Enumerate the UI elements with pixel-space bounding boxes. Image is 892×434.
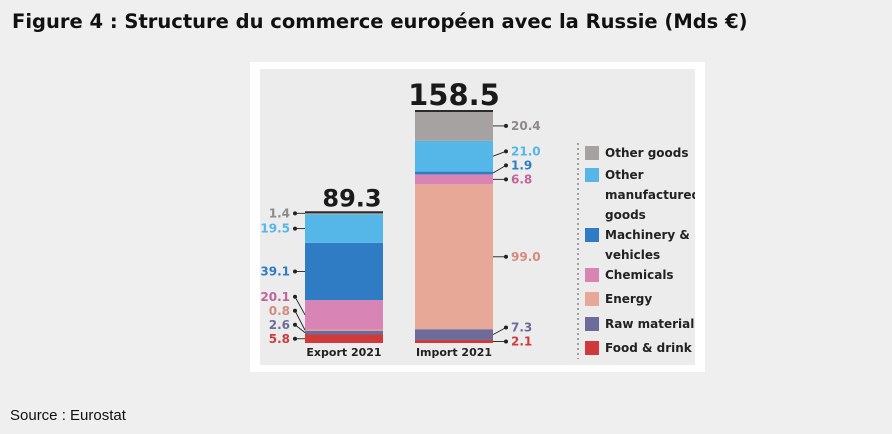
callout-dot [504, 163, 508, 168]
callout-dot [293, 211, 297, 216]
value-label: 39.1 [260, 264, 290, 278]
bar-segment-import-2021-machinery-vehicles [415, 171, 493, 175]
value-label: 7.3 [511, 320, 532, 334]
category-label: Export 2021 [306, 346, 381, 359]
legend-label: Food & drink [605, 341, 693, 355]
value-label: 6.8 [511, 172, 532, 186]
bar-segment-import-2021-other-manufactured-goods [415, 140, 493, 172]
legend-label: Machinery & [605, 228, 690, 242]
callout-leader [294, 310, 306, 331]
legend-label: manufactured [605, 188, 695, 202]
legend-swatch [585, 146, 599, 160]
legend-label: Other [605, 168, 644, 182]
value-label: 1.9 [511, 158, 532, 172]
callout-dot [504, 254, 508, 259]
callout-leader [492, 164, 507, 174]
bar-segment-import-2021-raw-materials [415, 329, 493, 340]
bar-segment-export-2021-raw-materials [305, 330, 383, 335]
legend-swatch [585, 268, 599, 282]
bar-total-label: 89.3 [322, 184, 381, 212]
legend-label: Chemicals [605, 268, 674, 282]
bar-segment-export-2021-chemicals [305, 300, 383, 330]
bar-segment-import-2021-other-goods [415, 111, 493, 141]
bar-segment-import-2021-food-drink [415, 339, 493, 343]
callout-dot [293, 336, 297, 341]
value-label: 19.5 [260, 222, 290, 236]
value-label: 5.8 [269, 332, 290, 346]
callout-leader [294, 296, 306, 316]
value-label: 21.0 [511, 144, 541, 158]
callout-dot [293, 269, 297, 274]
callout-leader [294, 324, 306, 333]
value-label: 0.8 [269, 304, 290, 318]
legend-label: vehicles [605, 248, 660, 262]
legend-label: goods [605, 208, 646, 222]
bar-segment-export-2021-food-drink [305, 334, 383, 343]
source-note: Source : Eurostat [10, 407, 126, 424]
callout-dot [504, 325, 508, 330]
category-label: Import 2021 [416, 346, 492, 359]
callout-leader [492, 327, 507, 335]
bar-segment-import-2021-chemicals [415, 174, 493, 185]
callout-dot [293, 308, 297, 313]
figure-title: Figure 4 : Structure du commerce europée… [12, 10, 748, 33]
bar-total-label: 158.5 [408, 78, 500, 112]
callout-leader [492, 150, 507, 157]
callout-dot [504, 149, 508, 154]
value-label: 1.4 [269, 206, 290, 220]
legend-swatch [585, 341, 599, 355]
legend-swatch [585, 317, 599, 331]
callout-dot [293, 226, 297, 231]
legend-swatch [585, 228, 599, 242]
value-label: 2.6 [269, 318, 290, 332]
legend-label: Other goods [605, 146, 689, 160]
legend-swatch [585, 168, 599, 182]
callout-dot [293, 294, 297, 299]
value-label: 2.1 [511, 334, 532, 348]
value-label: 20.4 [511, 119, 541, 133]
bar-segment-export-2021-machinery-vehicles [305, 242, 383, 301]
chart-card: 89.3 Export 2021 5.8 2.6 0.8 20.1 39.1 19.5 1.4 1… [250, 62, 705, 372]
callout-dot [504, 177, 508, 182]
chart-panel: 89.3 Export 2021 5.8 2.6 0.8 20.1 39.1 19.5 1.4 1… [260, 69, 695, 365]
bar-segment-export-2021-other-manufactured-goods [305, 214, 383, 243]
value-label: 99.0 [511, 250, 541, 264]
bar-segment-import-2021-energy [415, 184, 493, 330]
callout-dot [504, 123, 508, 128]
value-label: 20.1 [260, 290, 290, 304]
stacked-bar-chart: 89.3 Export 2021 5.82.60.820.1 39.1 19.5 1.4 1… [260, 78, 695, 359]
callout-dot [293, 322, 297, 327]
bar-segment-export-2021-energy [305, 329, 383, 331]
legend-label: Raw materials [605, 317, 695, 331]
bar-segment-export-2021-other-goods [305, 212, 383, 215]
legend-swatch [585, 292, 599, 306]
callout-dot [504, 339, 508, 344]
legend-label: Energy [605, 292, 652, 306]
